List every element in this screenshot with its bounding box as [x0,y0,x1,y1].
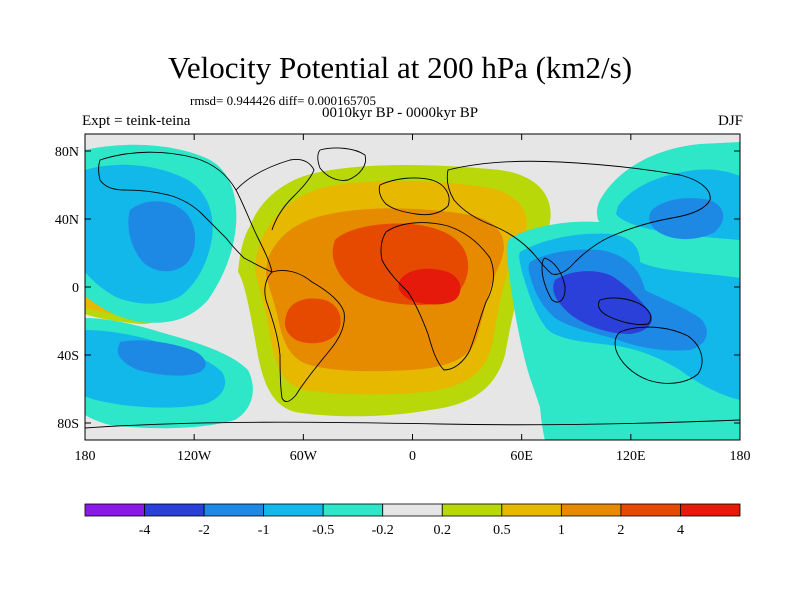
colorbar-swatch [263,503,324,517]
colorbar-label: -1 [258,523,270,538]
colorbar-label: 4 [677,523,684,538]
colorbar-swatch [203,503,265,517]
neg-south-pacific-1 [117,340,206,376]
y-axis: 80N 40N 0 40S 80S [55,145,740,432]
colorbar-swatch [680,503,741,517]
colorbar: -4 -2 -1 -0.5 -0.2 0.2 0.5 1 2 4 [84,503,741,538]
x-tick-label: 0 [409,449,416,464]
season-label: DJF [717,113,743,129]
neg-north-pacific-west-1 [649,198,724,240]
contour-field [85,134,740,440]
colorbar-swatch [441,503,503,517]
stats-line: rmsd= 0.944426 diff= 0.000165705 [190,93,376,108]
colorbar-label: -2 [198,523,210,538]
colorbar-label: 1 [558,523,565,538]
colorbar-swatch [560,503,622,517]
x-tick-label: 180 [75,449,96,464]
coastlines [85,147,740,429]
colorbar-label: 0.5 [493,523,511,538]
colorbar-label: 0.2 [434,523,452,538]
experiment-label: Expt = teink-teina [82,113,191,129]
x-tick-label: 60E [510,449,533,464]
x-tick-label: 60W [290,449,318,464]
colorbar-swatch [501,503,562,517]
x-tick-label: 180 [730,449,751,464]
plot-title: Velocity Potential at 200 hPa (km2/s) [167,50,633,85]
y-tick-label: 40S [57,349,79,364]
y-tick-label: 40N [55,213,79,228]
colorbar-label: 2 [617,523,624,538]
colorbar-label: -0.5 [312,523,334,538]
y-tick-label: 80N [55,145,79,160]
period-line: 0010kyr BP - 0000kyr BP [321,105,479,121]
colorbar-label: -4 [139,523,151,538]
neg-contour-4 [570,284,619,316]
pos-contour-2b [284,298,341,344]
x-axis: 180 120W 60W 0 60E 120E 180 [75,134,751,464]
colorbar-label: -0.2 [372,523,394,538]
y-tick-label: 0 [72,281,79,296]
x-tick-label: 120W [177,449,212,464]
x-tick-label: 120E [616,449,646,464]
colorbar-swatch [620,503,681,517]
colorbar-swatch [322,503,384,517]
colorbar-swatch [382,503,443,517]
neg-south-indian-0.2 [539,360,740,440]
pos-contour-4 [398,268,461,305]
colorbar-swatch [144,503,205,517]
neg-north-pacific-east-1 [128,201,196,272]
y-tick-label: 80S [57,417,79,432]
colorbar-swatch [84,503,145,517]
